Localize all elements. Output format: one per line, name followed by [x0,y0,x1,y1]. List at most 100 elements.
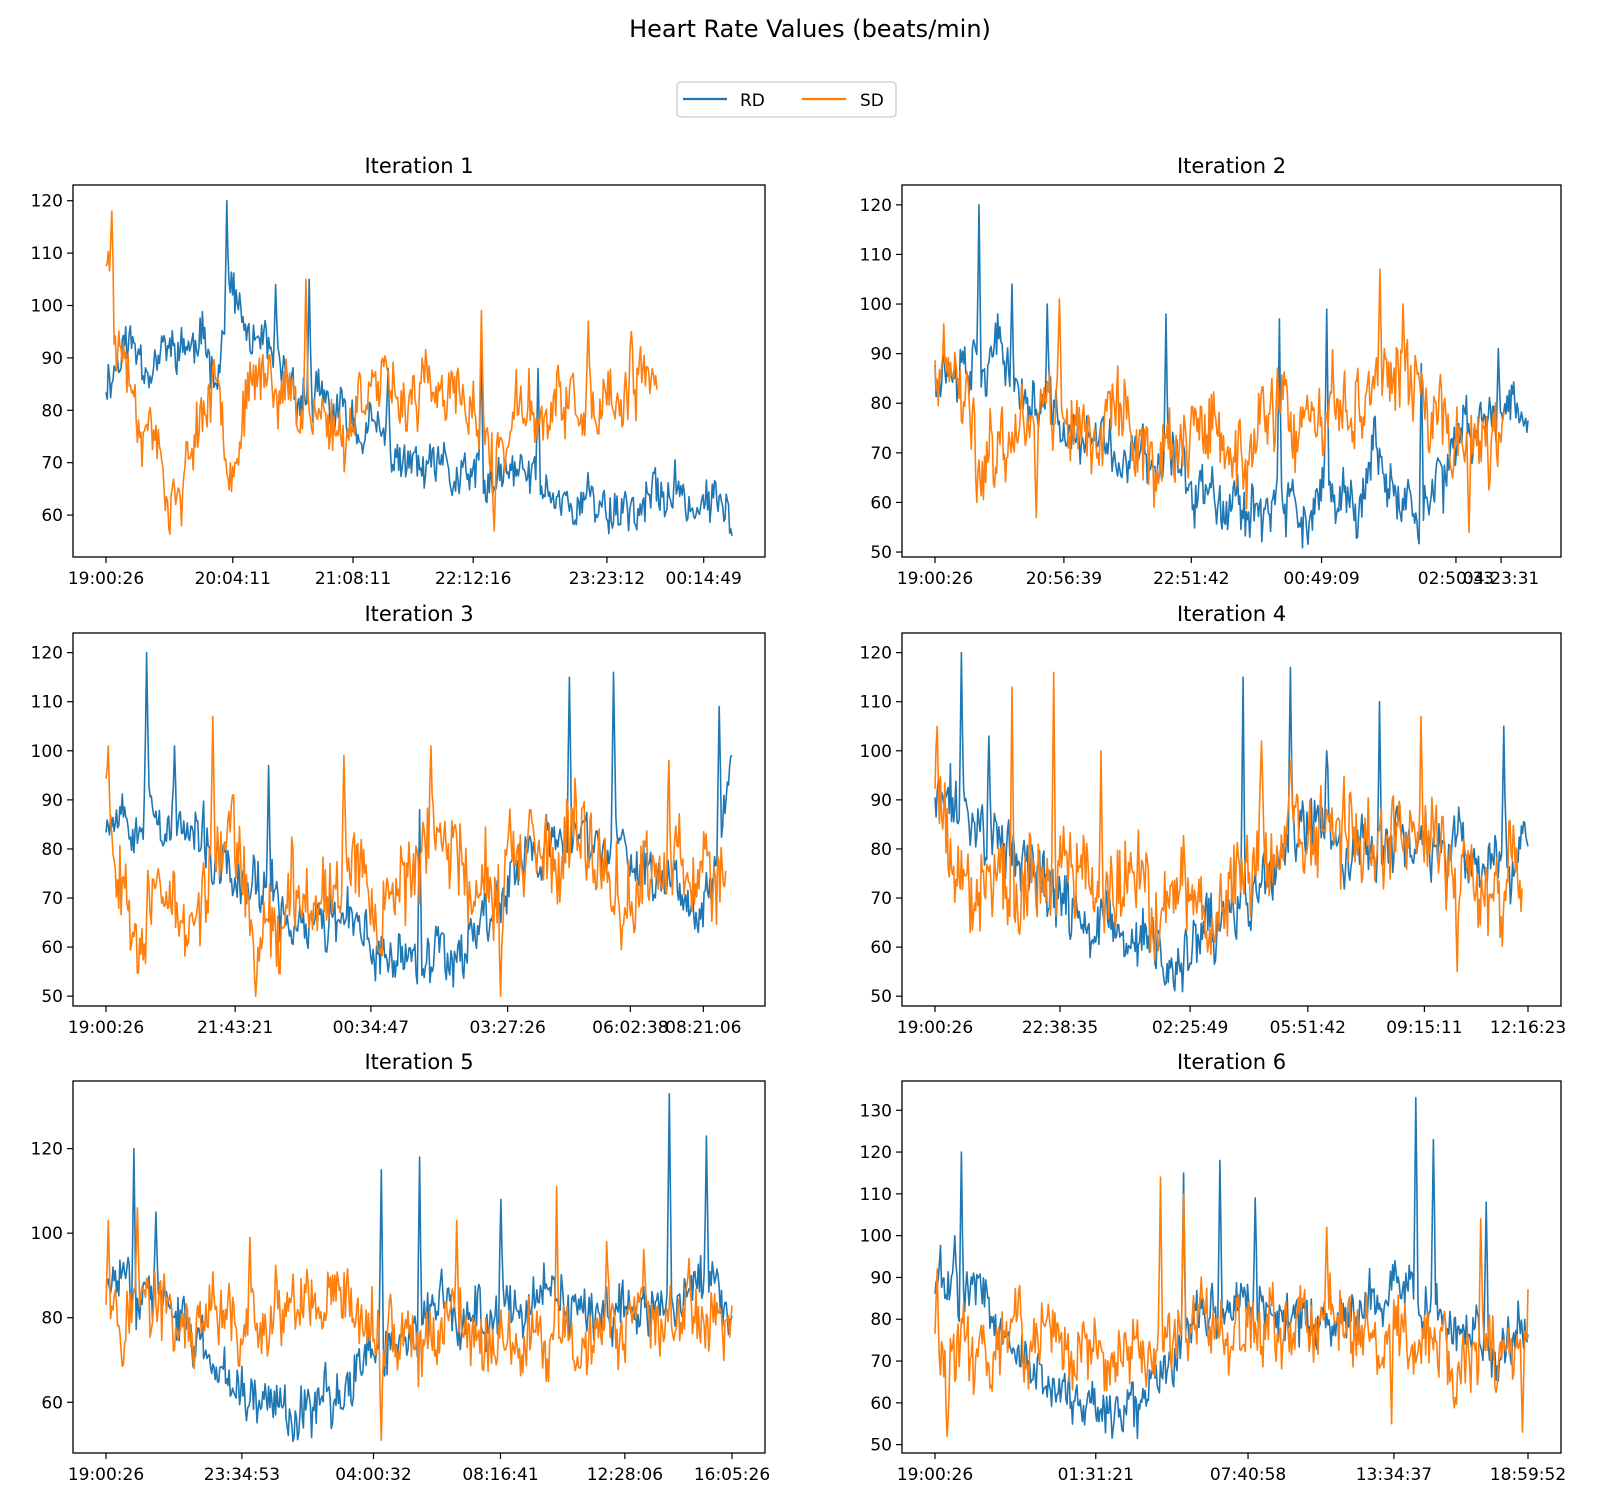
series-line-rd [934,1096,1529,1439]
y-tick-label: 80 [41,840,63,860]
x-tick-label: 18:59:52 [1490,1465,1566,1485]
x-tick-label: 04:00:32 [335,1465,411,1485]
x-tick-label: 08:21:06 [665,1018,741,1038]
subplot-title: Iteration 5 [364,1050,473,1074]
x-tick-label: 23:34:53 [204,1465,280,1485]
plot-frame [901,184,1562,558]
figure-title: Heart Rate Values (beats/min) [629,15,991,43]
series-line-rd [105,1092,733,1443]
series-line-sd [934,1176,1529,1438]
x-tick-label: 19:00:26 [897,1465,973,1485]
subplot-title: Iteration 4 [1177,602,1286,626]
y-tick-label: 80 [41,1309,63,1329]
y-tick-label: 120 [860,644,892,664]
subplot-iteration-5: Iteration 5 60 80 100 120 19:00:26 23:34:53 04:… [31,1050,771,1485]
x-tick-label: 02:25:49 [1152,1018,1228,1038]
subplot-grid: Iteration 1 60 70 80 90 100 110 120 19:00:26 20:0… [31,154,1567,1485]
x-tick-label: 22:38:35 [1022,1018,1098,1038]
y-tick-label: 110 [31,693,63,713]
y-tick-label: 50 [870,987,892,1007]
x-tick-label: 02:50:33 [1418,569,1494,589]
y-tick-label: 100 [860,1227,892,1247]
y-tick-label: 90 [41,791,63,811]
legend: RD SD [676,81,897,118]
y-tick-label: 110 [31,244,63,264]
y-tick-label: 130 [860,1101,892,1121]
y-tick-label: 120 [860,1143,892,1163]
x-tick-label: 09:15:11 [1386,1018,1462,1038]
y-tick-label: 100 [31,742,63,762]
plot-frame [901,632,1562,1007]
x-tick-label: 00:34:47 [333,1018,409,1038]
x-tick-label: 21:08:11 [315,569,391,589]
series-line-sd [105,715,727,998]
subplot-iteration-4: Iteration 4 50 60 70 80 90 100 110 120 19:00:26 22… [860,602,1567,1038]
x-tick-label: 19:00:26 [68,569,144,589]
x-tick-label: 22:12:16 [435,569,511,589]
y-tick-label: 60 [41,506,63,526]
y-tick-label: 110 [860,1185,892,1205]
x-tick-label: 03:27:26 [469,1018,545,1038]
y-tick-label: 120 [31,644,63,664]
series-line-sd [105,210,658,535]
y-tick-label: 90 [870,791,892,811]
plot-frame [72,632,766,1007]
y-tick-label: 120 [31,192,63,212]
plot-frame [72,1080,766,1454]
series-line-sd [934,268,1506,534]
plot-frame [901,1080,1562,1454]
y-tick-label: 60 [41,938,63,958]
x-tick-label: 00:49:09 [1283,569,1359,589]
x-tick-label: 01:31:21 [1058,1465,1134,1485]
x-tick-label: 23:23:12 [569,569,645,589]
y-tick-label: 90 [41,349,63,369]
x-tick-label: 20:04:11 [195,569,271,589]
plot-frame [72,184,766,558]
y-tick-label: 80 [870,394,892,414]
series-line-rd [105,199,733,536]
x-tick-label: 00:14:49 [666,569,742,589]
subplot-iteration-1: Iteration 1 60 70 80 90 100 110 120 19:00:26 20:0… [31,154,766,589]
subplot-title: Iteration 6 [1177,1050,1286,1074]
subplot-title: Iteration 1 [364,154,473,178]
y-tick-label: 120 [860,196,892,216]
x-tick-label: 04:23:31 [1463,569,1539,589]
y-tick-label: 70 [41,889,63,909]
x-tick-label: 12:16:23 [1490,1018,1566,1038]
y-tick-label: 60 [41,1393,63,1413]
legend-frame [676,81,897,118]
y-tick-label: 120 [31,1140,63,1160]
x-tick-label: 05:51:42 [1270,1018,1346,1038]
series-line-sd [105,1185,733,1442]
x-tick-label: 19:00:26 [897,569,973,589]
y-tick-label: 70 [41,454,63,474]
subplot-title: Iteration 3 [364,602,473,626]
series-line-rd [934,204,1529,549]
y-tick-label: 70 [870,1352,892,1372]
y-tick-label: 90 [870,345,892,365]
y-tick-label: 60 [870,493,892,513]
y-tick-label: 70 [870,889,892,909]
series-line-rd [934,651,1529,993]
y-tick-label: 110 [860,693,892,713]
y-tick-label: 100 [860,295,892,315]
y-tick-label: 100 [31,297,63,317]
y-tick-label: 50 [870,1436,892,1456]
x-tick-label: 06:02:38 [592,1018,668,1038]
y-tick-label: 100 [31,1224,63,1244]
y-tick-label: 50 [41,987,63,1007]
x-tick-label: 16:05:26 [694,1465,770,1485]
subplot-iteration-6: Iteration 6 50 60 70 80 90 100 110 120 130 19:00:2… [860,1050,1567,1485]
x-tick-label: 20:56:39 [1026,569,1102,589]
x-tick-label: 19:00:26 [897,1018,973,1038]
series-line-sd [934,671,1523,973]
y-tick-label: 90 [870,1268,892,1288]
y-tick-label: 60 [870,1394,892,1414]
legend-label-sd: SD [860,91,884,111]
y-tick-label: 100 [860,742,892,762]
y-tick-label: 110 [860,245,892,265]
y-tick-label: 80 [870,1310,892,1330]
x-tick-label: 19:00:26 [68,1018,144,1038]
y-tick-label: 80 [41,401,63,421]
